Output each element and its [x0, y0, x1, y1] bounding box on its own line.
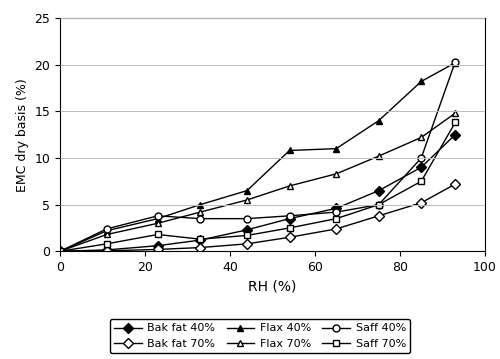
Saff 70%: [155, 232, 161, 237]
Saff 70%: [286, 226, 292, 230]
Saff 40%: [286, 214, 292, 218]
Flax 40%: [286, 148, 292, 153]
Bak fat 40%: [57, 249, 63, 253]
Flax 40%: [104, 229, 110, 233]
Bak fat 70%: [418, 201, 424, 205]
Saff 70%: [197, 237, 203, 241]
Flax 40%: [57, 249, 63, 253]
Saff 70%: [57, 249, 63, 253]
Bak fat 40%: [376, 188, 382, 193]
Flax 70%: [197, 210, 203, 214]
Flax 40%: [452, 61, 458, 65]
Line: Bak fat 70%: Bak fat 70%: [56, 181, 458, 255]
Flax 70%: [376, 154, 382, 158]
Saff 40%: [244, 216, 250, 221]
Saff 70%: [452, 120, 458, 125]
Saff 40%: [155, 214, 161, 218]
Legend: Bak fat 40%, Bak fat 70%, Flax 40%, Flax 70%, Saff 40%, Saff 70%: Bak fat 40%, Bak fat 70%, Flax 40%, Flax…: [110, 319, 410, 354]
Flax 40%: [197, 202, 203, 207]
Bak fat 40%: [452, 132, 458, 137]
Saff 40%: [197, 216, 203, 221]
Bak fat 70%: [155, 247, 161, 252]
Bak fat 40%: [155, 243, 161, 248]
Bak fat 40%: [244, 228, 250, 232]
Flax 70%: [57, 249, 63, 253]
Flax 40%: [333, 146, 339, 151]
Flax 70%: [333, 172, 339, 176]
Flax 40%: [376, 118, 382, 123]
Saff 70%: [333, 216, 339, 221]
Flax 70%: [418, 135, 424, 140]
Saff 40%: [104, 227, 110, 231]
Flax 40%: [244, 188, 250, 193]
Bak fat 70%: [104, 249, 110, 253]
X-axis label: RH (%): RH (%): [248, 280, 296, 294]
Line: Flax 40%: Flax 40%: [56, 59, 458, 255]
Flax 40%: [155, 216, 161, 221]
Bak fat 40%: [333, 206, 339, 210]
Flax 70%: [452, 111, 458, 115]
Bak fat 40%: [286, 216, 292, 221]
Bak fat 40%: [418, 165, 424, 169]
Line: Saff 70%: Saff 70%: [56, 119, 458, 255]
Bak fat 40%: [104, 248, 110, 252]
Flax 70%: [244, 198, 250, 202]
Saff 40%: [376, 202, 382, 207]
Line: Saff 40%: Saff 40%: [56, 59, 458, 255]
Bak fat 70%: [452, 182, 458, 186]
Saff 70%: [376, 202, 382, 207]
Saff 40%: [333, 210, 339, 214]
Line: Bak fat 40%: Bak fat 40%: [56, 131, 458, 255]
Saff 40%: [452, 60, 458, 64]
Saff 40%: [418, 156, 424, 160]
Bak fat 70%: [57, 249, 63, 253]
Bak fat 70%: [197, 246, 203, 250]
Bak fat 70%: [286, 235, 292, 239]
Bak fat 70%: [333, 227, 339, 231]
Flax 70%: [155, 221, 161, 225]
Bak fat 40%: [197, 238, 203, 242]
Y-axis label: EMC dry basis (%): EMC dry basis (%): [16, 78, 29, 191]
Flax 70%: [104, 232, 110, 237]
Saff 70%: [418, 179, 424, 183]
Line: Flax 70%: Flax 70%: [56, 110, 458, 255]
Saff 70%: [244, 233, 250, 238]
Saff 40%: [57, 249, 63, 253]
Bak fat 70%: [376, 214, 382, 218]
Flax 40%: [418, 79, 424, 84]
Saff 70%: [104, 242, 110, 246]
Bak fat 70%: [244, 242, 250, 246]
Flax 70%: [286, 184, 292, 188]
